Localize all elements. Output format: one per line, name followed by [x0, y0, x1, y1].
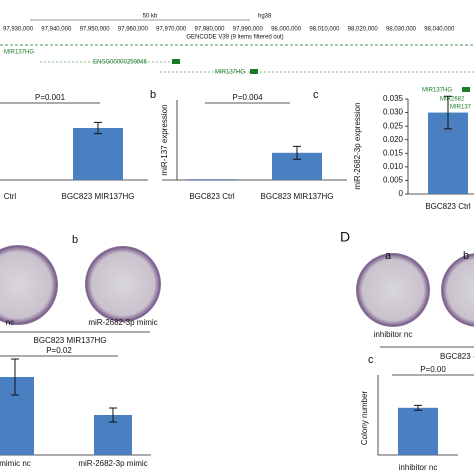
panel-label: c	[368, 354, 374, 366]
p-value: P=0.001	[35, 93, 66, 102]
y-axis-label: Colony number	[360, 391, 369, 446]
y-tick-label: 0.005	[383, 176, 404, 185]
p-value: P=0.00	[420, 365, 446, 374]
error-bar	[11, 358, 19, 396]
colony-images	[0, 245, 474, 327]
coordinate-label: 97,990,000	[233, 27, 264, 33]
gene-label: MIR137HG	[422, 88, 452, 94]
plate-image	[441, 253, 474, 327]
coordinate-label: 98,000,000	[271, 27, 302, 33]
track-title: GENCODE V39 (9 items filtered out)	[186, 35, 283, 41]
gene-label: MIR137	[450, 105, 472, 111]
group-label: BGC823 MIR137HG	[34, 336, 107, 345]
coordinate-label: 98,010,000	[309, 27, 340, 33]
panel-label: a	[385, 250, 392, 262]
exon	[250, 69, 258, 74]
image-caption: nc	[6, 318, 14, 327]
p-value: P=0.004	[232, 93, 263, 102]
exon	[172, 59, 180, 64]
image-caption: inhibitor nc	[374, 330, 413, 339]
plate-image	[0, 245, 58, 325]
assembly-label: hg38	[258, 14, 272, 20]
panel-label: D	[340, 229, 350, 245]
p-value: P=0.02	[46, 346, 72, 355]
coordinate-label: 98,020,000	[348, 27, 379, 33]
y-tick-label: 0.030	[383, 108, 404, 117]
y-tick-label: 0.020	[383, 135, 404, 144]
y-tick-label: 0.035	[383, 94, 404, 103]
bar	[73, 128, 123, 180]
gene-label: MIR137HG	[215, 70, 245, 76]
coordinate-label: 97,980,000	[194, 27, 225, 33]
image-caption: miR-2682-3p mimic	[88, 318, 157, 327]
bar	[187, 179, 237, 180]
error-bar	[444, 95, 452, 130]
coordinate-label: 98,030,000	[386, 27, 417, 33]
y-axis-label: miR-2682-3p expression	[353, 102, 362, 189]
y-tick-label: 0.010	[383, 162, 404, 171]
panel-label: b	[72, 234, 78, 246]
error-bar	[414, 404, 422, 411]
group-label: BGC823 -	[440, 352, 474, 361]
error-bar	[94, 121, 102, 135]
genome-track: 50 kb hg38 GENCODE V39 (9 items filtered…	[0, 14, 474, 111]
y-tick-label: 0.015	[383, 148, 404, 157]
plate-image	[85, 246, 161, 322]
bar	[398, 407, 438, 455]
x-tick-label: BGC823 Ctrl	[425, 202, 471, 211]
gene-label: MIR2682	[440, 97, 465, 103]
x-tick-label: BGC823 MIR137HG	[261, 192, 334, 201]
x-tick-label: BGC823 Ctrl	[189, 192, 235, 201]
y-tick-label: 0.025	[383, 121, 404, 130]
coordinate-label: 97,960,000	[118, 27, 149, 33]
x-tick-label: BGC823 MIR137HG	[62, 192, 135, 201]
x-tick-label: Ctrl	[4, 192, 17, 201]
bar	[0, 377, 34, 455]
x-tick-label: miR-2682-3p mimic	[78, 459, 147, 468]
coordinate-label: 98,040,000	[424, 27, 455, 33]
x-tick-label: mimic nc	[0, 459, 31, 468]
coordinate-label: 97,950,000	[80, 27, 111, 33]
coordinate-label: 97,930,000	[3, 27, 34, 33]
x-tick-label: inhibitor nc	[399, 463, 438, 472]
y-axis-label: miR-137 expression	[160, 104, 169, 175]
scale-label: 50 kb	[143, 14, 158, 20]
error-bar	[109, 407, 117, 423]
plate-image	[356, 253, 430, 327]
y-tick-label: 0	[399, 189, 404, 198]
exon	[462, 87, 470, 92]
gene-label: MIR137HG	[4, 50, 34, 56]
coordinate-label: 97,970,000	[156, 27, 187, 33]
gene-label: ENSG00000259946	[93, 60, 147, 66]
error-bar	[293, 145, 301, 160]
panel-label: b	[150, 89, 156, 101]
panel-label: b	[463, 250, 469, 262]
coordinate-label: 97,940,000	[41, 27, 72, 33]
panel-label: c	[313, 89, 319, 101]
